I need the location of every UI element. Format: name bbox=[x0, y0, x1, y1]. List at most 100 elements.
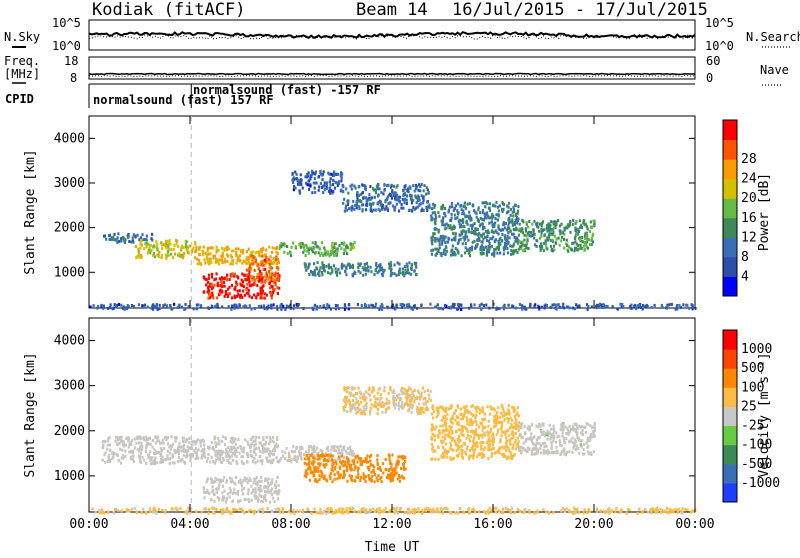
range-cell bbox=[522, 231, 524, 234]
range-cell bbox=[587, 446, 589, 449]
range-cell bbox=[476, 445, 478, 448]
range-cell bbox=[311, 461, 313, 464]
range-cell bbox=[316, 245, 318, 248]
range-cell bbox=[423, 411, 425, 414]
range-cell bbox=[275, 247, 277, 250]
colorbar-swatch bbox=[723, 237, 737, 257]
range-cell bbox=[132, 458, 134, 461]
range-cell bbox=[458, 452, 460, 455]
range-cell bbox=[516, 237, 518, 240]
range-cell bbox=[235, 251, 237, 254]
range-cell bbox=[473, 454, 475, 457]
range-cell bbox=[205, 283, 207, 286]
range-cell bbox=[159, 461, 161, 464]
range-cell bbox=[248, 267, 250, 270]
range-cell bbox=[364, 413, 366, 416]
range-cell bbox=[545, 243, 547, 246]
range-cell bbox=[227, 492, 229, 495]
range-cell bbox=[434, 211, 436, 214]
range-cell bbox=[508, 412, 510, 415]
range-cell bbox=[255, 482, 257, 485]
range-cell bbox=[330, 177, 332, 180]
range-cell bbox=[510, 417, 512, 420]
range-cell bbox=[218, 263, 220, 266]
range-cell bbox=[553, 425, 555, 428]
range-cell bbox=[246, 283, 248, 286]
range-cell bbox=[578, 425, 580, 428]
range-cell bbox=[560, 239, 562, 242]
range-cell bbox=[256, 447, 258, 450]
range-cell bbox=[561, 236, 563, 239]
range-cell bbox=[196, 258, 198, 261]
range-cell bbox=[373, 389, 375, 392]
range-cell bbox=[455, 232, 457, 235]
range-cell bbox=[416, 411, 418, 414]
range-cell bbox=[225, 290, 227, 293]
range-cell bbox=[263, 448, 265, 451]
range-cell bbox=[233, 491, 235, 494]
range-cell bbox=[204, 262, 206, 265]
freq-panel: 18 8 60 0 Freq. [MHz] Nave bbox=[4, 54, 789, 85]
range-cell bbox=[620, 509, 622, 512]
range-cell bbox=[479, 412, 481, 415]
power-ylabel: Slant Range [km] bbox=[23, 149, 38, 274]
range-cell bbox=[226, 498, 228, 501]
range-cell bbox=[478, 238, 480, 241]
range-cell bbox=[222, 457, 224, 460]
range-cell bbox=[370, 206, 372, 209]
range-cell bbox=[302, 245, 304, 248]
range-cell bbox=[553, 226, 555, 229]
range-cell bbox=[437, 250, 439, 253]
range-cell bbox=[546, 224, 548, 227]
range-cell bbox=[538, 230, 540, 233]
range-cell bbox=[361, 210, 363, 213]
range-cell bbox=[566, 226, 568, 229]
range-cell bbox=[269, 436, 271, 439]
range-cell bbox=[513, 208, 515, 211]
range-cell bbox=[354, 241, 356, 244]
range-cell bbox=[199, 262, 201, 265]
range-cell bbox=[467, 430, 469, 433]
range-cell bbox=[581, 236, 583, 239]
range-cell bbox=[470, 405, 472, 408]
range-cell bbox=[395, 462, 397, 465]
range-cell bbox=[381, 206, 383, 209]
range-cell bbox=[471, 447, 473, 450]
range-cell bbox=[258, 280, 260, 283]
nave-label: Nave bbox=[760, 63, 789, 77]
range-cell bbox=[183, 454, 185, 457]
range-cell bbox=[299, 448, 301, 451]
range-cell bbox=[520, 451, 522, 454]
range-cell bbox=[500, 434, 502, 437]
range-cell bbox=[388, 392, 390, 395]
range-cell bbox=[468, 211, 470, 214]
range-cell bbox=[268, 246, 270, 249]
range-cell bbox=[411, 201, 413, 204]
range-cell bbox=[207, 446, 209, 449]
range-cell bbox=[116, 443, 118, 446]
range-cell bbox=[385, 458, 387, 461]
range-cell bbox=[586, 239, 588, 242]
range-cell bbox=[341, 449, 343, 452]
range-cell bbox=[269, 501, 271, 504]
range-cell bbox=[442, 252, 444, 255]
colorbar-swatch bbox=[723, 198, 737, 218]
range-cell bbox=[276, 286, 278, 289]
range-cell bbox=[290, 458, 292, 461]
range-cell bbox=[299, 510, 301, 513]
range-cell bbox=[261, 480, 263, 483]
range-cell bbox=[544, 305, 546, 308]
range-cell bbox=[498, 448, 500, 451]
range-cell bbox=[304, 263, 306, 266]
range-cell bbox=[254, 279, 256, 282]
range-cell bbox=[251, 279, 253, 282]
range-cell bbox=[482, 426, 484, 429]
range-cell bbox=[339, 272, 341, 275]
range-cell bbox=[358, 270, 360, 273]
range-cell bbox=[603, 510, 605, 513]
range-cell bbox=[461, 212, 463, 215]
range-cell bbox=[488, 432, 490, 435]
range-cell bbox=[446, 250, 448, 253]
range-cell bbox=[530, 432, 532, 435]
